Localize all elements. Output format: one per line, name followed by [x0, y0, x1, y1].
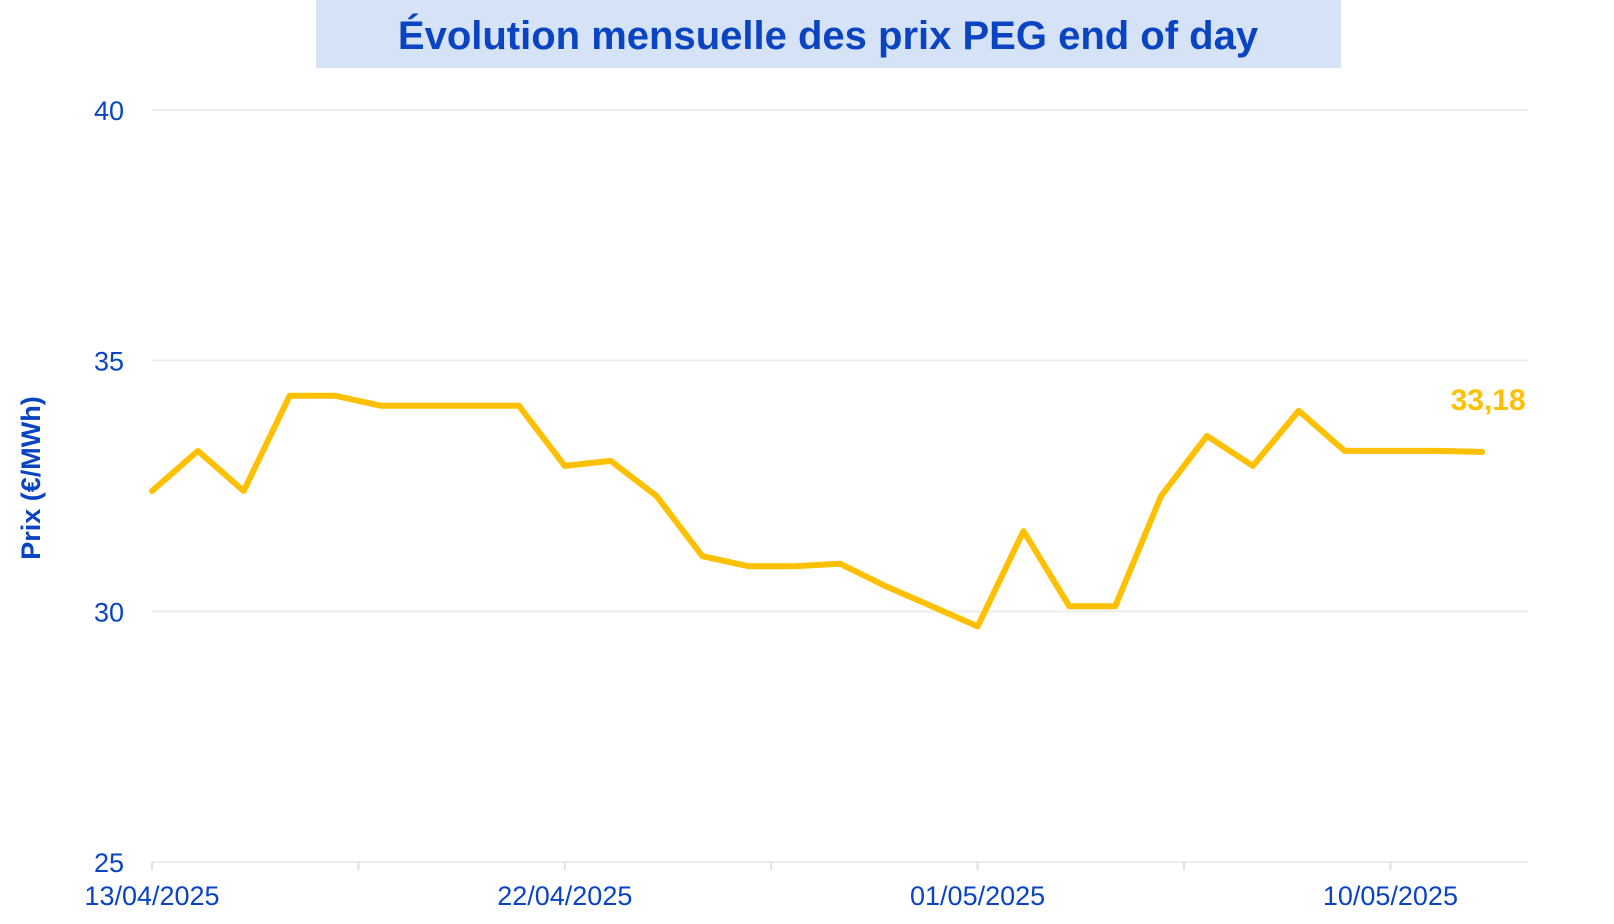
y-axis-title: Prix (€/MWh) [16, 396, 46, 560]
y-axis: 40 35 30 25 [94, 96, 124, 878]
series-group [149, 392, 1486, 630]
grid [152, 109, 1528, 863]
chart-title: Évolution mensuelle des prix PEG end of … [398, 13, 1259, 58]
series-line [149, 392, 1486, 630]
x-axis: 13/04/2025 22/04/2025 01/05/2025 10/05/2025 [84, 862, 1458, 911]
y-tick-label: 30 [94, 597, 124, 627]
x-tick-label: 13/04/2025 [84, 881, 219, 911]
x-tick-label: 22/04/2025 [497, 881, 632, 911]
y-tick-label: 40 [94, 96, 124, 126]
chart-title-background [316, 0, 1341, 68]
x-tick-label: 01/05/2025 [910, 881, 1045, 911]
x-tick-label: 10/05/2025 [1323, 881, 1458, 911]
y-tick-label: 25 [94, 848, 124, 878]
last-value-label: 33,18 [1451, 384, 1526, 417]
y-tick-label: 35 [94, 347, 124, 377]
